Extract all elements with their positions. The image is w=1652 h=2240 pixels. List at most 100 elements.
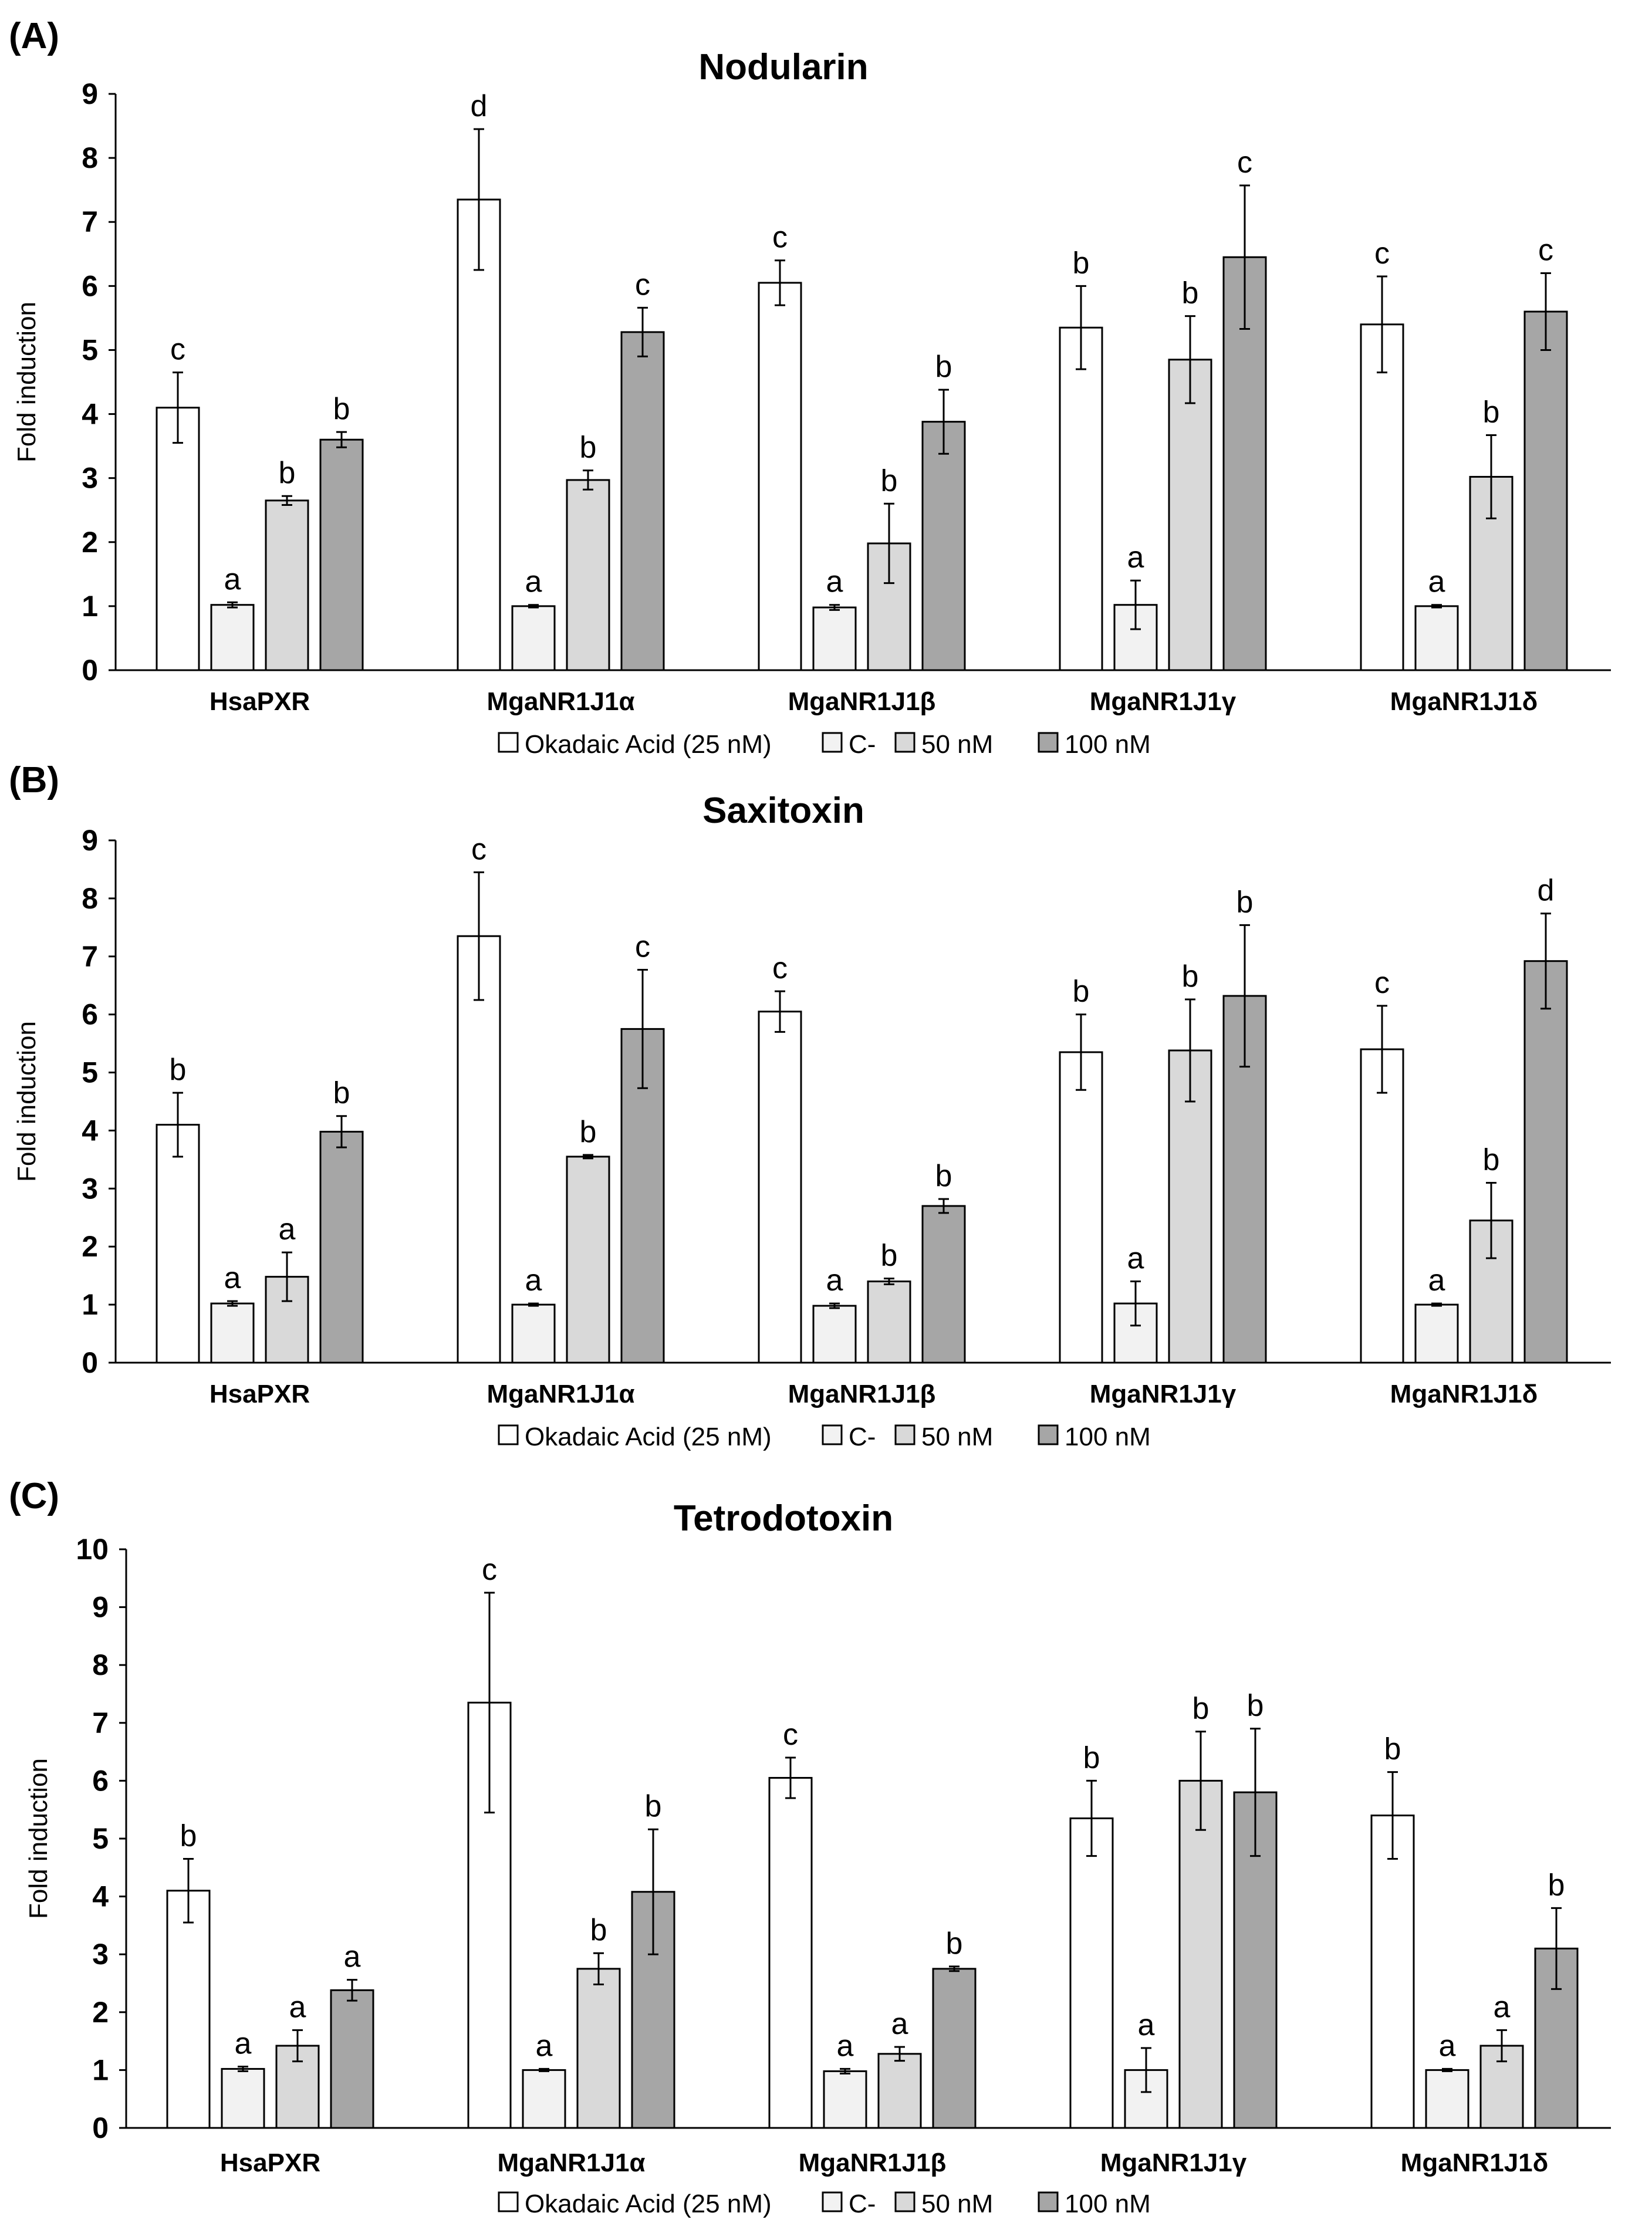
- significance-label-c: a: [891, 2007, 908, 2041]
- significance-label-a: c: [1538, 234, 1553, 268]
- panel-a: (A) Nodularin Fold induction 0 1 2 3 4 5 6 7 8 9 Hs…: [9, 16, 1611, 759]
- y-tick-label-c: 0: [92, 2111, 109, 2144]
- significance-label-b: a: [1428, 1263, 1445, 1298]
- bar-b: [566, 1156, 610, 1364]
- significance-label-b: b: [1073, 975, 1090, 1009]
- bar-b: [1414, 1303, 1459, 1364]
- bar-a: [921, 421, 966, 671]
- category-label-a: HsaPXR: [210, 687, 310, 716]
- significance-label-b: a: [279, 1212, 296, 1246]
- y-axis-label-c: Fold induction: [24, 1758, 53, 1919]
- significance-label-a: b: [333, 392, 350, 426]
- bar-b: [867, 1281, 911, 1364]
- legend-label-a: C-: [849, 730, 876, 759]
- legend-label-a: 50 nM: [921, 730, 993, 759]
- significance-label-a: b: [580, 431, 597, 465]
- chart-body-a: Fold induction 0 1 2 3 4 5 6 7 8 9 HsaPXR MgaNR1J1α M…: [12, 77, 1611, 759]
- legend-label-c: 100 nM: [1065, 2190, 1151, 2218]
- bar-b: [758, 1011, 802, 1364]
- y-tick-label-c: 5: [92, 1822, 109, 1855]
- significance-label-a: b: [1483, 396, 1500, 430]
- category-label-b: MgaNR1J1α: [487, 1380, 634, 1408]
- y-tick-label-a: 1: [82, 590, 98, 623]
- significance-label-c: b: [1083, 1741, 1100, 1775]
- y-tick-label-b: 4: [82, 1114, 98, 1147]
- panel-b: (B) Saxitoxin Fold induction 0 1 2 3 4 5 6 7 8 9 Hs…: [9, 760, 1611, 1451]
- legend-label-b: 50 nM: [921, 1423, 993, 1451]
- category-label-a: MgaNR1J1α: [487, 687, 634, 716]
- bar-a: [1360, 323, 1404, 671]
- significance-label-c: a: [1439, 2029, 1456, 2063]
- bar-a: [265, 499, 309, 671]
- significance-label-b: b: [1237, 885, 1254, 919]
- significance-label-c: b: [590, 1913, 607, 1947]
- bar-c: [1069, 1817, 1114, 2129]
- bar-c: [823, 2070, 867, 2129]
- category-label-b: MgaNR1J1β: [788, 1380, 936, 1408]
- y-tick-label-b: 2: [82, 1230, 98, 1263]
- significance-label-a: b: [1073, 246, 1090, 280]
- y-tick-label-c: 7: [92, 1707, 109, 1739]
- significance-label-c: b: [1247, 1689, 1264, 1723]
- y-tick-label-c: 4: [92, 1880, 109, 1913]
- category-label-b: HsaPXR: [210, 1380, 310, 1408]
- chart-body-c: Fold induction 0 1 2 3 4 5 6 7 8 9 10 HsaPXR MgaNR1J1…: [24, 1533, 1611, 2218]
- y-tick-label-a: 2: [82, 526, 98, 559]
- y-tick-label-c: 6: [92, 1764, 109, 1797]
- y-tick-label-c: 3: [92, 1938, 109, 1971]
- legend-swatch-c: [498, 2191, 519, 2212]
- significance-label-c: b: [180, 1819, 197, 1853]
- legend-swatch-c: [822, 2191, 843, 2212]
- legend-swatch-a: [1038, 732, 1059, 753]
- significance-label-a: c: [635, 268, 650, 302]
- legend-label-a: 100 nM: [1065, 730, 1151, 759]
- y-tick-label-b: 8: [82, 882, 98, 915]
- category-label-c: MgaNR1J1δ: [1401, 2148, 1549, 2177]
- bar-a: [1168, 359, 1212, 671]
- significance-label-a: b: [279, 456, 296, 490]
- significance-label-b: d: [1538, 874, 1555, 908]
- bar-a: [1414, 605, 1459, 671]
- bar-c: [1425, 2069, 1469, 2129]
- bar-a: [620, 331, 665, 671]
- legend-swatch-b: [894, 1424, 915, 1445]
- significance-label-b: b: [935, 1159, 952, 1193]
- legend-swatch-a: [894, 732, 915, 753]
- significance-label-c: b: [1192, 1692, 1210, 1726]
- y-axis-label-a: Fold induction: [12, 302, 41, 462]
- panel-label-a: (A): [9, 16, 59, 56]
- significance-label-b: b: [580, 1115, 597, 1149]
- y-tick-label-c: 10: [76, 1533, 109, 1566]
- bar-b: [511, 1303, 556, 1364]
- legend-label-c: Okadaic Acid (25 nM): [525, 2190, 772, 2218]
- y-tick-label-c: 2: [92, 1996, 109, 2029]
- y-tick-label-c: 8: [92, 1648, 109, 1681]
- bar-a: [566, 479, 610, 671]
- significance-label-a: a: [525, 565, 542, 599]
- legend-swatch-c: [1038, 2191, 1059, 2212]
- category-label-c: MgaNR1J1β: [799, 2148, 947, 2177]
- significance-label-a: a: [1127, 540, 1144, 575]
- significance-label-a: b: [881, 464, 898, 498]
- y-tick-label-b: 7: [82, 940, 98, 973]
- legend-swatch-b: [822, 1424, 843, 1445]
- y-tick-label-a: 9: [82, 77, 98, 110]
- significance-label-c: a: [289, 1990, 306, 2024]
- category-label-a: MgaNR1J1γ: [1090, 687, 1237, 716]
- significance-label-c: b: [946, 1927, 963, 1961]
- y-tick-label-a: 4: [82, 398, 98, 431]
- bar-b: [319, 1130, 364, 1364]
- significance-label-a: b: [935, 350, 952, 384]
- significance-label-c: b: [1548, 1868, 1565, 1902]
- significance-label-b: a: [525, 1263, 542, 1298]
- bar-a: [812, 606, 857, 671]
- significance-label-a: b: [1182, 276, 1199, 310]
- bar-a: [1523, 310, 1568, 671]
- y-tick-label-a: 7: [82, 205, 98, 238]
- y-tick-label-c: 1: [92, 2053, 109, 2086]
- y-tick-label-a: 3: [82, 462, 98, 495]
- bar-c: [522, 2069, 566, 2129]
- bar-c: [1370, 1815, 1415, 2129]
- significance-label-c: b: [1384, 1732, 1401, 1766]
- bar-c: [166, 1890, 211, 2129]
